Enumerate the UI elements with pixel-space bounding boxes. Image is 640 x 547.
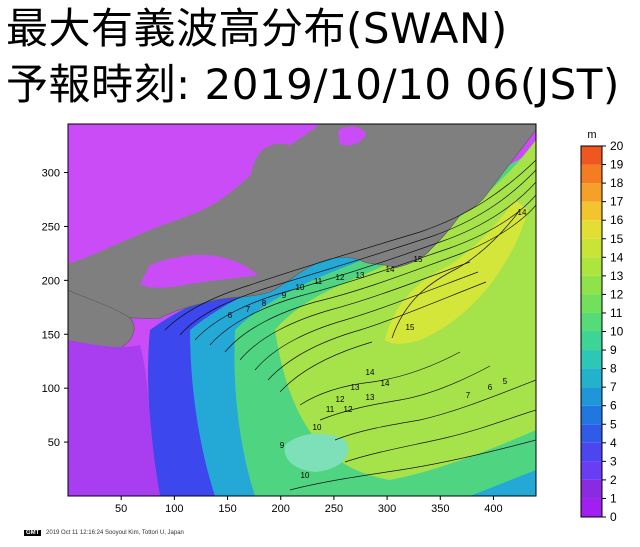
map-axes: 50 100 150 200 250 300 350 400 50 100 150 200 250 300 (42, 168, 503, 515)
y-tick-label: 150 (42, 329, 60, 341)
y-tick-label: 200 (42, 275, 60, 287)
colorbar-label: 6 (610, 399, 617, 413)
contour-label: 12 (336, 273, 345, 282)
gmt-logo: GMT (24, 530, 42, 536)
colorbar-label: 1 (610, 491, 617, 505)
contour-label: 6 (488, 383, 493, 392)
colorbar-label: 4 (610, 436, 617, 450)
colorbar-label: 13 (610, 269, 624, 283)
contour-label: 10 (313, 423, 322, 432)
colorbar-swatch (581, 424, 602, 443)
contour-label: 10 (296, 283, 305, 292)
y-tick-label: 50 (48, 437, 60, 449)
colorbar-swatch (581, 146, 602, 165)
colorbar-swatch (581, 350, 602, 369)
colorbar-label: 3 (610, 454, 617, 468)
title-line-1: 最大有義波高分布(SWAN) (6, 4, 508, 53)
colorbar-label: 7 (610, 380, 617, 394)
contour-label: 6 (228, 311, 233, 320)
contour-label: 13 (351, 383, 360, 392)
colorbar-swatch (581, 201, 602, 221)
contour-label: 7 (246, 305, 251, 314)
footer-credit: 2019 Oct 11 12:16:24 Sooyoul Kim, Tottor… (46, 530, 184, 536)
x-tick-label: 400 (484, 503, 502, 515)
x-tick-label: 150 (218, 503, 236, 515)
footer: GMT 2019 Oct 11 12:16:24 Sooyoul Kim, To… (24, 530, 184, 536)
colorbar-swatch (581, 312, 602, 332)
contour-label: 14 (518, 208, 527, 217)
colorbar-swatch (581, 387, 602, 406)
colorbar-label: 2 (610, 473, 617, 487)
title-line-2: 予報時刻: 2019/10/10 06(JST) (6, 60, 620, 109)
colorbar-label: 5 (610, 417, 617, 431)
contour-label: 11 (326, 405, 335, 414)
open-ocean-west (68, 340, 160, 496)
colorbar-label: 20 (610, 139, 624, 153)
colorbar-swatch (581, 479, 602, 499)
island-sado (338, 126, 366, 146)
colorbar-swatch (581, 442, 602, 462)
x-tick-label: 100 (165, 503, 183, 515)
contour-label: 5 (503, 377, 508, 386)
wave-field-lowbay (284, 433, 349, 472)
colorbar-label: 18 (610, 176, 624, 190)
contour-label: 10 (301, 471, 310, 480)
colorbar-swatch (581, 405, 602, 425)
colorbar-label: 16 (610, 213, 624, 227)
colorbar-label: 12 (610, 287, 624, 301)
colorbar-swatch (581, 294, 602, 313)
contour-label: 14 (366, 368, 375, 377)
x-tick-label: 200 (272, 503, 290, 515)
contour-label: 11 (314, 277, 323, 286)
colorbar-swatch (581, 498, 602, 517)
contour-label: 7 (466, 391, 471, 400)
contour-label: 15 (406, 323, 415, 332)
colorbar-swatch (581, 164, 602, 184)
contour-label: 12 (336, 395, 345, 404)
contour-label: 13 (366, 393, 375, 402)
contour-label: 14 (381, 379, 390, 388)
korea-peninsula (250, 143, 297, 200)
colorbar-label: 19 (610, 158, 624, 172)
colorbar-label: 17 (610, 195, 624, 209)
colorbar-label: 0 (610, 510, 617, 524)
map-plot-area (68, 124, 536, 496)
x-tick-label: 50 (115, 503, 127, 515)
colorbar-swatch (581, 238, 602, 258)
contour-lines (164, 159, 536, 491)
colorbar-label: 10 (610, 325, 624, 339)
colorbar-swatch (581, 461, 602, 480)
y-tick-label: 300 (42, 168, 60, 180)
contour-label: 14 (386, 265, 395, 274)
y-tick-label: 100 (42, 383, 60, 395)
inland-sea (140, 254, 258, 288)
contour-label: 9 (282, 291, 287, 300)
x-tick-label: 300 (378, 503, 396, 515)
contour-label: 8 (262, 299, 267, 308)
colorbar-swatch (581, 257, 602, 276)
contour-label: 13 (356, 271, 365, 280)
colorbar-swatch (581, 275, 602, 295)
x-tick-label: 350 (431, 503, 449, 515)
colorbar-swatch (581, 331, 602, 351)
contour-label: 12 (344, 405, 353, 414)
x-tick-label: 250 (325, 503, 343, 515)
colorbar-swatch (581, 220, 602, 239)
colorbar-swatch (581, 368, 602, 388)
colorbar-label: 14 (610, 250, 624, 264)
contour-label: 15 (414, 255, 423, 264)
colorbar-unit: m (587, 129, 596, 141)
y-tick-label: 250 (42, 221, 60, 233)
plot-frame (67, 123, 537, 497)
colorbar-label: 8 (610, 362, 617, 376)
colorbar-label: 9 (610, 343, 617, 357)
colorbar-label: 15 (610, 232, 624, 246)
contour-label: 9 (280, 441, 285, 450)
colorbar-label: 11 (610, 306, 623, 320)
colorbar-swatch (581, 183, 602, 202)
